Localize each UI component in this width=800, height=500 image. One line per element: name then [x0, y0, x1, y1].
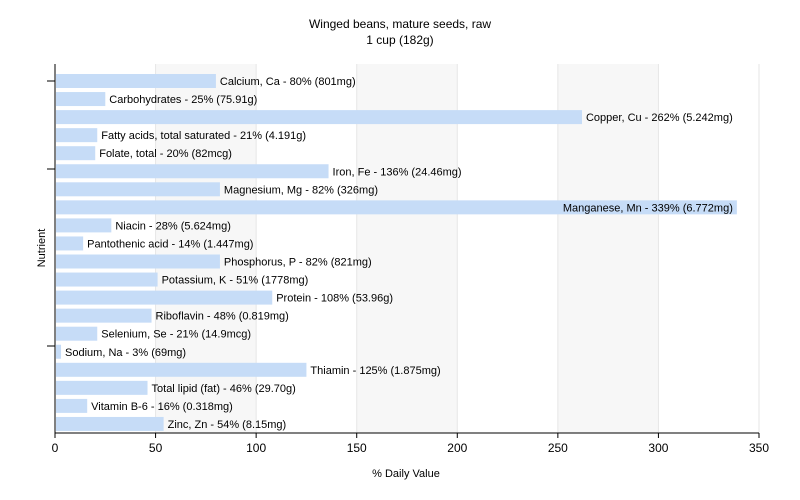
x-tick-label: 100: [246, 441, 266, 455]
bar: [56, 254, 220, 269]
bar-label: Sodium, Na - 3% (69mg): [65, 347, 186, 359]
bar: [56, 308, 152, 323]
bar-label: Total lipid (fat) - 46% (29.70g): [152, 383, 296, 395]
plot-band: [658, 64, 759, 433]
bar-label: Pantothenic acid - 14% (1.447mg): [87, 238, 253, 250]
bar-label: Folate, total - 20% (82mcg): [99, 148, 232, 160]
x-tick-label: 200: [447, 441, 467, 455]
bar-label: Zinc, Zn - 54% (8.15mg): [168, 419, 287, 431]
bar-label: Manganese, Mn - 339% (6.772mg): [563, 202, 733, 214]
bar-label: Niacin - 28% (5.624mg): [115, 220, 231, 232]
bar: [56, 416, 164, 431]
x-axis-title: % Daily Value: [372, 468, 440, 480]
x-tick-label: 350: [749, 441, 769, 455]
bar: [56, 110, 582, 125]
bar: [56, 380, 148, 395]
plot-band: [557, 64, 659, 433]
x-tick-label: 300: [648, 441, 668, 455]
plot-band: [457, 64, 558, 433]
bar: [56, 218, 112, 233]
chart-subtitle: 1 cup (182g): [366, 33, 433, 47]
bar-label: Protein - 108% (53.96g): [276, 293, 393, 305]
plot-background: [55, 64, 759, 433]
bar: [56, 272, 158, 287]
bar-label: Thiamin - 125% (1.875mg): [310, 365, 440, 377]
bar-label: Calcium, Ca - 80% (801mg): [220, 76, 356, 88]
bar-label: Fatty acids, total saturated - 21% (4.19…: [101, 130, 306, 142]
bar: [56, 128, 98, 143]
bar-labels: Calcium, Ca - 80% (801mg) Carbohydrates -…: [65, 76, 733, 431]
bar: [56, 326, 98, 341]
bars: [56, 74, 737, 431]
bar: [56, 398, 88, 413]
x-tick-label: 0: [52, 441, 59, 455]
x-tick-labels: 0 50 100 150 200 250 300 350: [52, 441, 770, 455]
bar-label: Carbohydrates - 25% (75.91g): [109, 94, 257, 106]
bar-label: Magnesium, Mg - 82% (326mg): [224, 184, 378, 196]
x-tick-label: 50: [149, 441, 163, 455]
bar-label: Copper, Cu - 262% (5.242mg): [586, 112, 733, 124]
bar-label: Phosphorus, P - 82% (821mg): [224, 257, 372, 269]
y-axis-title: Nutrient: [36, 229, 48, 268]
bar-label: Vitamin B-6 - 16% (0.318mg): [91, 401, 233, 413]
chart-title: Winged beans, mature seeds, raw: [309, 17, 491, 31]
bar-label: Potassium, K - 51% (1778mg): [162, 275, 309, 287]
bar: [56, 290, 273, 305]
x-tick-label: 250: [548, 441, 568, 455]
bar: [56, 182, 220, 197]
bar: [56, 92, 106, 107]
plot-band: [356, 64, 458, 433]
bar-label: Iron, Fe - 136% (24.46mg): [333, 166, 462, 178]
bar: [56, 236, 84, 251]
bar: [56, 344, 62, 359]
bar: [56, 74, 216, 88]
bar: [56, 200, 737, 215]
bar-label: Riboflavin - 48% (0.819mg): [156, 311, 289, 323]
bar: [56, 146, 96, 161]
x-tick-label: 150: [347, 441, 367, 455]
bar: [56, 164, 329, 179]
axes: [47, 64, 760, 438]
bar: [56, 362, 307, 377]
bar-label: Selenium, Se - 21% (14.9mcg): [101, 329, 251, 341]
